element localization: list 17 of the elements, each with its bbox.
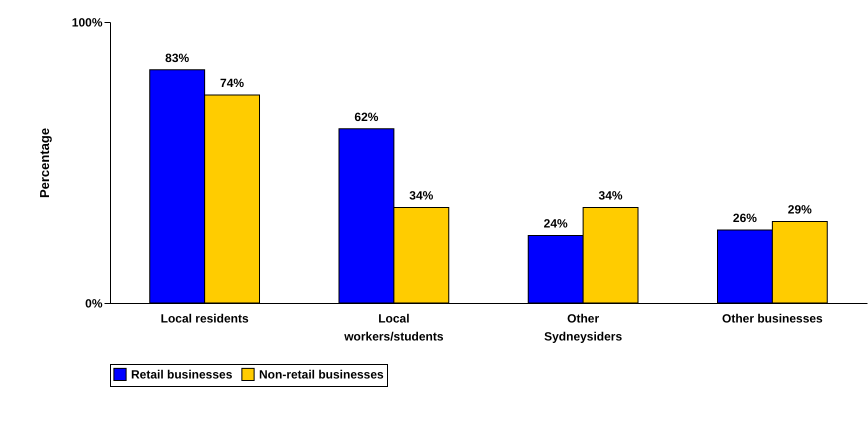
x-tick-label: Other Sydneysiders: [544, 312, 622, 344]
x-tick-label: Local workers/students: [343, 312, 444, 344]
data-label: 62%: [354, 110, 379, 124]
y-tick-label: 0%: [85, 296, 103, 310]
data-label: 26%: [732, 210, 758, 225]
data-label: 34%: [598, 188, 623, 202]
data-label: 74%: [220, 76, 244, 90]
legend-label: Retail businesses: [131, 367, 233, 382]
x-tick-label: Local residents: [160, 312, 249, 326]
data-label: 83%: [165, 50, 190, 65]
x-tick-label: Other businesses: [722, 312, 824, 326]
data-label: 29%: [788, 202, 812, 217]
legend-label: Non-retail businesses: [259, 367, 384, 382]
data-label: 24%: [544, 216, 568, 231]
y-axis-title: Percentage: [36, 128, 52, 198]
data-label: 34%: [409, 188, 434, 202]
y-tick-label: 100%: [72, 16, 103, 30]
